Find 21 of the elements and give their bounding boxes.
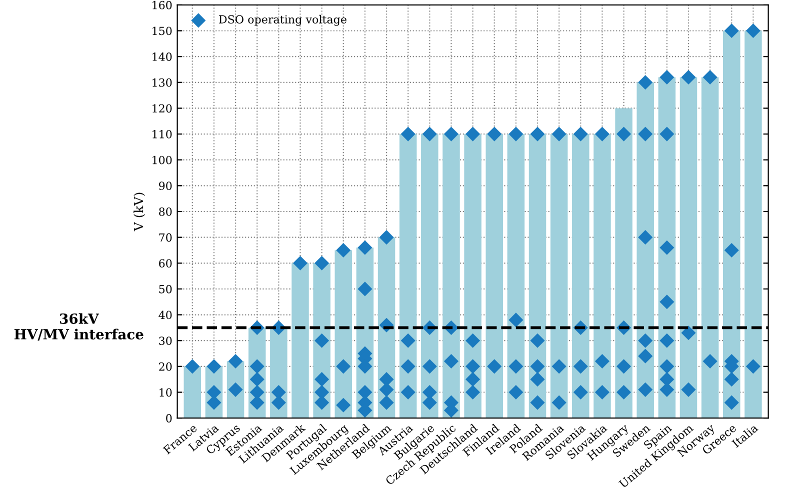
y-tick-label: 120 (152, 104, 172, 113)
y-tick-label: 50 (159, 284, 172, 294)
y-tick-label: 80 (159, 207, 172, 216)
y-tick-label: 60 (159, 259, 172, 268)
y-tick-label: 110 (152, 130, 172, 138)
y-tick-label: 70 (159, 233, 172, 242)
legend-label: DSO operating voltage (219, 14, 346, 26)
y-tick-label: 160 (152, 0, 172, 10)
y-tick-label: 20 (159, 362, 172, 371)
y-tick-label: 10 (160, 388, 172, 397)
y-tick-label: 140 (152, 52, 172, 61)
y-tick-label: 150 (152, 26, 172, 36)
y-tick-label: 130 (152, 78, 172, 87)
bar (615, 108, 632, 418)
y-tick-label: 30 (159, 336, 172, 345)
y-tick-label: 90 (159, 182, 172, 190)
y-tick-label: 40 (158, 310, 172, 320)
ref-line-label: 36kV HV/MV interface (14, 313, 144, 341)
y-tick-label: 100 (152, 156, 172, 164)
y-tick-label: 0 (166, 414, 172, 422)
y-axis-title: V (kV) (134, 192, 146, 232)
